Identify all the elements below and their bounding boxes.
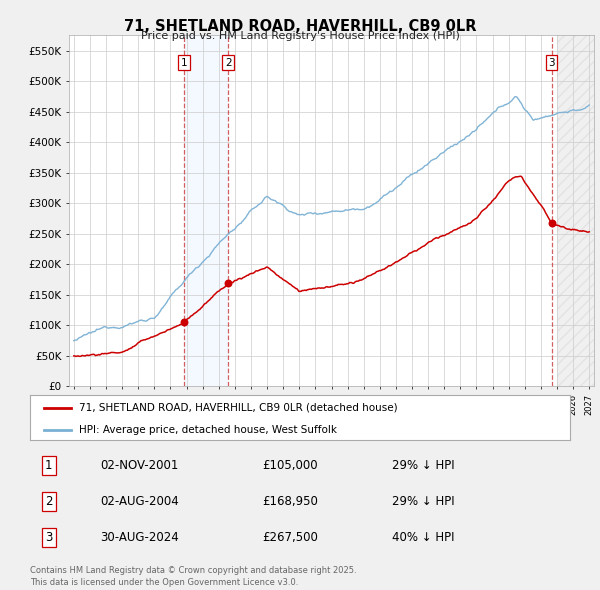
Text: £267,500: £267,500 bbox=[262, 531, 318, 544]
Text: 02-NOV-2001: 02-NOV-2001 bbox=[100, 459, 179, 472]
Text: 02-AUG-2004: 02-AUG-2004 bbox=[100, 495, 179, 508]
Text: 71, SHETLAND ROAD, HAVERHILL, CB9 0LR (detached house): 71, SHETLAND ROAD, HAVERHILL, CB9 0LR (d… bbox=[79, 403, 397, 412]
Text: 29% ↓ HPI: 29% ↓ HPI bbox=[392, 459, 454, 472]
Text: 2: 2 bbox=[225, 58, 232, 68]
Text: 3: 3 bbox=[548, 58, 555, 68]
Text: 71, SHETLAND ROAD, HAVERHILL, CB9 0LR: 71, SHETLAND ROAD, HAVERHILL, CB9 0LR bbox=[124, 19, 476, 34]
Text: HPI: Average price, detached house, West Suffolk: HPI: Average price, detached house, West… bbox=[79, 425, 337, 435]
Text: 1: 1 bbox=[181, 58, 187, 68]
Text: 1: 1 bbox=[45, 459, 53, 472]
Text: 40% ↓ HPI: 40% ↓ HPI bbox=[392, 531, 454, 544]
Point bbox=[179, 317, 189, 327]
Text: 2: 2 bbox=[45, 495, 53, 508]
Text: 30-AUG-2024: 30-AUG-2024 bbox=[100, 531, 179, 544]
Text: 29% ↓ HPI: 29% ↓ HPI bbox=[392, 495, 454, 508]
Text: Price paid vs. HM Land Registry's House Price Index (HPI): Price paid vs. HM Land Registry's House … bbox=[140, 31, 460, 41]
Text: £168,950: £168,950 bbox=[262, 495, 318, 508]
Text: Contains HM Land Registry data © Crown copyright and database right 2025.
This d: Contains HM Land Registry data © Crown c… bbox=[30, 566, 356, 587]
Point bbox=[547, 218, 556, 228]
Text: £105,000: £105,000 bbox=[262, 459, 318, 472]
Point bbox=[223, 278, 233, 288]
Bar bbox=[184, 35, 228, 386]
Bar bbox=[557, 35, 600, 386]
Text: 3: 3 bbox=[45, 531, 53, 544]
